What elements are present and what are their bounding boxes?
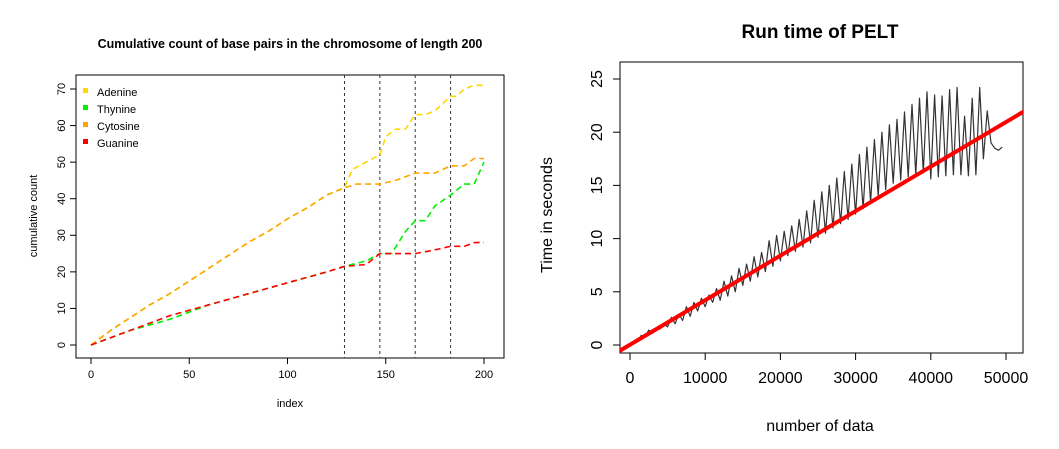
chart1-x-tick-label: 150 bbox=[377, 369, 395, 381]
chart1-x-axis-label: index bbox=[277, 398, 304, 410]
chart2-runtime-line bbox=[629, 86, 1003, 345]
chart1-y-tick-label: 10 bbox=[56, 302, 68, 314]
chart1-x-tick-label: 100 bbox=[278, 369, 296, 381]
chart1-y-tick-label: 40 bbox=[56, 193, 68, 205]
chart1-series-line-adenine bbox=[90, 84, 484, 346]
chart2-y-tick-label: 0 bbox=[589, 340, 606, 349]
chart1-y-axis-label: cumulative count bbox=[28, 175, 40, 258]
chart2-x-tick-label: 40000 bbox=[909, 370, 954, 387]
chart2-axes: 0 10000 20000 30000 40000 50000 0 5 10 15 20 25 bbox=[589, 70, 1028, 387]
chart-pelt-runtime: Run time of PELT number of data Time in … bbox=[539, 22, 1028, 435]
chart2-title: Run time of PELT bbox=[742, 22, 899, 43]
chart2-x-tick-label: 0 bbox=[626, 370, 635, 387]
chart2-x-axis-label: number of data bbox=[766, 418, 874, 435]
chart1-y-tick-label: 20 bbox=[56, 266, 68, 278]
chart2-x-tick-label: 30000 bbox=[833, 370, 878, 387]
chart1-x-tick-label: 50 bbox=[183, 369, 195, 381]
chart2-y-tick-label: 10 bbox=[589, 230, 606, 248]
chart1-plot-frame bbox=[75, 74, 505, 359]
chart1-series-group bbox=[90, 84, 485, 346]
chart2-series-group bbox=[620, 86, 1023, 353]
chart1-y-tick-label: 50 bbox=[56, 156, 68, 168]
chart-cumulative-count: Cumulative count of base pairs in the ch… bbox=[28, 37, 505, 410]
chart1-legend: Adenine Thynine Cytosine Guanine bbox=[83, 87, 140, 150]
chart1-legend-marker bbox=[83, 105, 88, 110]
chart2-x-tick-label: 20000 bbox=[758, 370, 803, 387]
chart2-y-axis-label: Time in seconds bbox=[539, 157, 556, 273]
chart1-legend-marker bbox=[83, 88, 88, 93]
chart1-y-tick-label: 0 bbox=[56, 342, 68, 348]
chart1-y-tick-label: 60 bbox=[56, 119, 68, 131]
chart2-y-tick-label: 25 bbox=[589, 70, 606, 88]
chart1-axes: 0 50 100 150 200 0 10 20 30 40 50 60 70 bbox=[56, 83, 493, 381]
chart2-fit-line bbox=[620, 109, 1023, 353]
chart1-title: Cumulative count of base pairs in the ch… bbox=[98, 37, 483, 51]
chart2-x-tick-label: 10000 bbox=[683, 370, 728, 387]
chart1-x-tick-label: 200 bbox=[475, 369, 493, 381]
chart2-plot-frame bbox=[619, 61, 1024, 354]
chart1-series-line-thynine bbox=[90, 161, 485, 346]
chart1-legend-label: Thynine bbox=[97, 104, 136, 116]
chart1-x-tick-label: 0 bbox=[88, 369, 94, 381]
chart1-legend-label: Adenine bbox=[97, 87, 137, 99]
chart1-changepoint-lines bbox=[343, 75, 452, 358]
chart1-legend-marker bbox=[83, 122, 88, 127]
chart1-series-line-guanine bbox=[90, 241, 484, 346]
chart1-y-tick-label: 70 bbox=[56, 83, 68, 95]
chart2-y-tick-label: 15 bbox=[589, 176, 606, 194]
chart1-y-tick-label: 30 bbox=[56, 229, 68, 241]
chart2-x-tick-label: 50000 bbox=[984, 370, 1029, 387]
chart1-legend-marker bbox=[83, 139, 88, 144]
chart1-legend-label: Guanine bbox=[97, 138, 139, 150]
chart2-y-tick-label: 5 bbox=[589, 287, 606, 296]
chart1-legend-label: Cytosine bbox=[97, 121, 140, 133]
chart2-y-tick-label: 20 bbox=[589, 123, 606, 141]
